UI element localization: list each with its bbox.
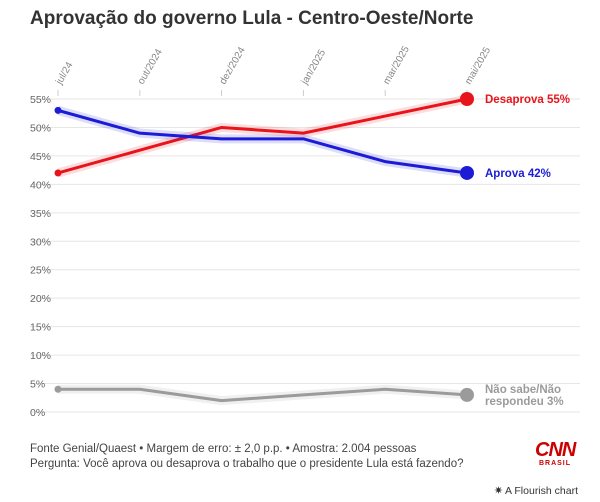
- series-line-1: [56, 108, 469, 175]
- line-chart: jul/24 out/2024 dez/2024 jan/2025 mar/2025 ma…: [30, 44, 580, 419]
- flourish-credit[interactable]: ✷ A Flourish chart: [494, 484, 578, 497]
- series-end-label: Não sabe/Não: [485, 384, 561, 396]
- y-tick-label: 35%: [30, 208, 51, 220]
- series-labels: Desaprova 55% Aprova 42% Não sabe/Nãorespo…: [485, 94, 570, 408]
- x-tick-label: dez/2024: [218, 45, 248, 87]
- source-note: Fonte Genial/Quaest • Margem de erro: ± …: [30, 443, 417, 455]
- x-tick-label: mai/2025: [463, 45, 493, 87]
- series-end-label: Aprova 42%: [485, 168, 551, 180]
- x-tick-label: jul/24: [54, 60, 76, 87]
- series-start-point: [54, 385, 62, 393]
- flourish-star-icon: ✷: [493, 485, 504, 497]
- series-start-point: [54, 106, 62, 114]
- y-tick-label: 5%: [30, 379, 45, 391]
- x-tick-label: mar/2025: [381, 44, 412, 86]
- question-note: Pergunta: Você aprova ou desaprova o tra…: [30, 458, 464, 470]
- series-end-label: Desaprova 55%: [485, 94, 570, 106]
- chart-grid: [30, 90, 580, 413]
- series-line-2: [56, 387, 469, 403]
- y-tick-label: 10%: [30, 350, 51, 362]
- cnn-logo-text: CNN: [535, 439, 576, 461]
- series-end-point: [460, 92, 474, 106]
- cnn-brasil-logo: CNN BRASIL: [535, 439, 576, 468]
- series-line-0: [56, 97, 469, 175]
- x-axis-labels: jul/24 out/2024 dez/2024 jan/2025 mar/2025 ma…: [54, 44, 494, 87]
- chart-title: Aprovação do governo Lula - Centro-Oeste…: [30, 8, 474, 29]
- series-start-point: [54, 169, 62, 177]
- y-tick-label: 50%: [30, 122, 51, 134]
- y-tick-label: 30%: [30, 236, 51, 248]
- y-tick-label: 0%: [30, 407, 45, 419]
- y-tick-label: 15%: [30, 322, 51, 334]
- series-end-point: [460, 165, 474, 180]
- x-tick-label: out/2024: [136, 47, 165, 87]
- flourish-credit-text: A Flourish chart: [505, 485, 578, 497]
- y-tick-label: 55%: [30, 94, 51, 106]
- y-tick-label: 25%: [30, 265, 51, 277]
- series-end-label: respondeu 3%: [485, 396, 564, 408]
- y-tick-label: 45%: [30, 151, 51, 163]
- y-axis-labels: 0% 5% 10% 15% 20% 25% 30% 35% 40% 45% 50% 55%: [30, 94, 51, 419]
- y-tick-label: 20%: [30, 293, 51, 305]
- series-end-point: [460, 387, 474, 402]
- y-tick-label: 40%: [30, 179, 51, 191]
- x-tick-label: jan/2025: [299, 47, 328, 87]
- chart-series: [54, 92, 474, 406]
- cnn-logo-subtext: BRASIL: [538, 460, 572, 467]
